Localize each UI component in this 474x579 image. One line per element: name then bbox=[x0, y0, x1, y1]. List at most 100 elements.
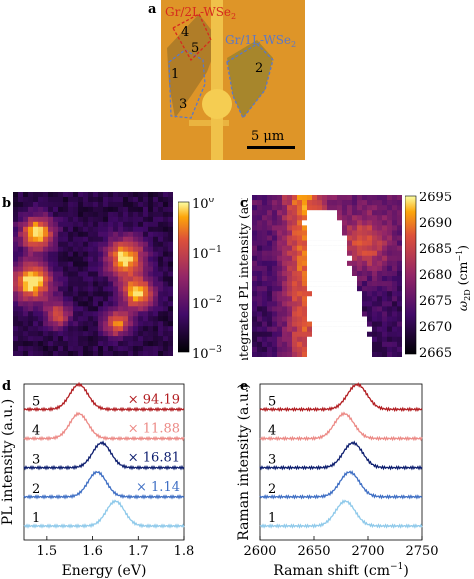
pl-map-pixel bbox=[143, 196, 149, 203]
raman-map-pixel bbox=[282, 336, 288, 343]
pl-map-pixel bbox=[43, 206, 49, 213]
pl-map-pixel bbox=[13, 351, 19, 356]
raman-map-pixel bbox=[392, 240, 398, 246]
raman-map-pixel bbox=[382, 240, 388, 246]
raman-map-pixel bbox=[347, 326, 353, 332]
pl-map-pixel bbox=[108, 221, 114, 228]
pl-map-pixel bbox=[13, 251, 19, 257]
raman-map-pixel bbox=[307, 200, 313, 206]
pl-map-pixel bbox=[48, 192, 54, 198]
pl-map-pixel bbox=[48, 351, 54, 356]
spectrum-3 bbox=[259, 440, 423, 471]
pl-map-pixel bbox=[108, 276, 114, 282]
raman-map-pixel bbox=[272, 291, 278, 297]
pl-map-pixel bbox=[23, 351, 29, 356]
raman-map-pixel bbox=[307, 205, 313, 211]
raman-map-pixel bbox=[382, 230, 388, 236]
raman-map-pixel bbox=[312, 336, 318, 343]
pl-map-pixel bbox=[53, 346, 59, 352]
raman-map-pixel bbox=[257, 291, 263, 297]
raman-map-pixel bbox=[357, 281, 363, 287]
raman-map-pixel bbox=[257, 326, 263, 332]
raman-map-pixel bbox=[262, 286, 268, 292]
pl-map-pixel bbox=[23, 326, 29, 332]
pl-map-pixel bbox=[103, 286, 109, 292]
raman-map-pixel bbox=[352, 316, 358, 322]
pl-map-pixel bbox=[153, 251, 159, 257]
pl-map-pixel bbox=[168, 311, 173, 317]
raman-map-pixel bbox=[382, 291, 388, 297]
raman-map-pixel bbox=[262, 245, 268, 251]
raman-map-pixel bbox=[252, 195, 258, 201]
raman-map-pixel bbox=[277, 215, 283, 221]
pl-map-pixel bbox=[78, 296, 84, 302]
pl-map-pixel bbox=[53, 211, 59, 218]
raman-map-pixel bbox=[367, 351, 373, 357]
raman-map-pixel bbox=[377, 346, 383, 353]
raman-map-pixel bbox=[282, 220, 288, 226]
pl-map-pixel bbox=[153, 221, 159, 228]
pl-map-pixel bbox=[53, 206, 59, 213]
pl-map-pixel bbox=[103, 221, 109, 228]
pl-map-pixel bbox=[33, 221, 39, 228]
pl-map-pixel bbox=[83, 271, 89, 277]
pl-map-pixel bbox=[123, 336, 129, 342]
raman-map-pixel bbox=[292, 301, 298, 307]
raman-map-pixel bbox=[367, 230, 373, 236]
pl-map-pixel bbox=[108, 291, 114, 297]
raman-map-pixel bbox=[397, 200, 402, 206]
raman-map-pixel bbox=[277, 260, 283, 267]
pl-map-pixel bbox=[148, 271, 154, 277]
raman-map-pixel bbox=[392, 245, 398, 251]
pl-map-pixel bbox=[108, 346, 114, 352]
pl-map-pixel bbox=[163, 231, 169, 238]
raman-map-pixel bbox=[377, 331, 383, 338]
raman-map-pixel bbox=[287, 265, 293, 272]
pl-map-pixel bbox=[148, 306, 154, 312]
pl-map-pixel bbox=[33, 306, 39, 312]
raman-map-pixel bbox=[382, 336, 388, 343]
raman-map-pixel bbox=[347, 281, 353, 287]
raman-map-pixel bbox=[332, 336, 338, 343]
raman-map-pixel bbox=[322, 225, 328, 231]
pl-map-pixel bbox=[133, 311, 139, 317]
raman-map-pixel bbox=[387, 311, 393, 317]
raman-map-pixel bbox=[392, 235, 398, 241]
pl-cbar-tick-3: 10−3 bbox=[192, 345, 222, 360]
raman-map-pixel bbox=[372, 346, 378, 353]
pl-map-pixel bbox=[73, 246, 79, 252]
pl-map-pixel bbox=[93, 351, 99, 356]
pl-map-pixel bbox=[58, 281, 64, 287]
pl-map-pixel bbox=[28, 351, 34, 356]
pl-map-pixel bbox=[103, 216, 109, 223]
pl-map-pixel bbox=[93, 206, 99, 213]
pl-map-pixel bbox=[148, 301, 154, 307]
raman-map-pixel bbox=[307, 230, 313, 236]
pl-map-pixel bbox=[93, 316, 99, 322]
pl-map-pixel bbox=[168, 216, 173, 223]
raman-map-pixel bbox=[397, 250, 402, 257]
raman-map-pixel bbox=[332, 225, 338, 231]
raman-map-pixel bbox=[317, 220, 323, 226]
pl-map-pixel bbox=[38, 216, 44, 223]
pl-map-pixel bbox=[138, 206, 144, 213]
pl-map-pixel bbox=[23, 271, 29, 277]
pl-map-pixel bbox=[103, 336, 109, 342]
pl-map-pixel bbox=[48, 276, 54, 282]
raman-map-pixel bbox=[267, 326, 273, 332]
raman-map-pixel bbox=[327, 230, 333, 236]
raman-map-pixel bbox=[292, 270, 298, 277]
raman-map-pixel bbox=[392, 331, 398, 338]
pl-map-pixel bbox=[43, 286, 49, 292]
raman-map-pixel bbox=[362, 336, 368, 343]
raman-map-pixel bbox=[267, 215, 273, 221]
raman-map-pixel bbox=[327, 291, 333, 297]
raman-map-pixel bbox=[307, 311, 313, 317]
pl-map-pixel bbox=[58, 226, 64, 233]
pl-map-pixel bbox=[98, 321, 104, 327]
raman-map-pixel bbox=[267, 286, 273, 292]
pl-map-pixel bbox=[28, 331, 34, 337]
pl-map-pixel bbox=[133, 192, 139, 198]
pl-map-pixel bbox=[123, 316, 129, 322]
pl-map-pixel bbox=[58, 251, 64, 257]
